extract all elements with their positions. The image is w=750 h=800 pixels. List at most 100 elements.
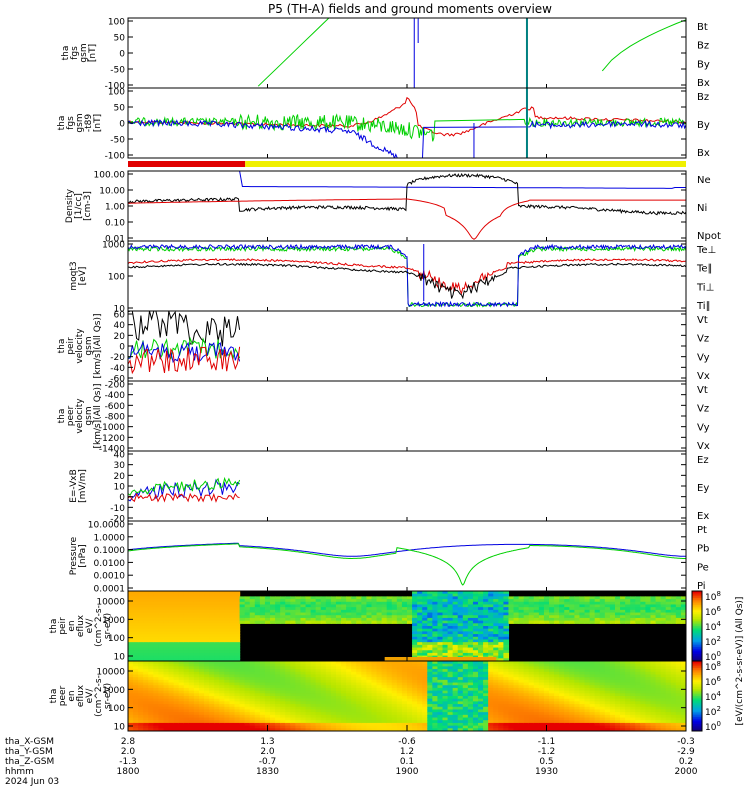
svg-text:fgs: fgs <box>70 46 80 60</box>
panel-fgs_dt-plot <box>128 88 686 158</box>
panel-pressure-plot <box>128 542 686 586</box>
legend-Vz: Vz <box>697 334 709 345</box>
ytick-label: 10.00 <box>99 187 125 197</box>
ytick-label: -100 <box>105 82 126 92</box>
svg-text:[nT]: [nT] <box>88 44 98 62</box>
ytick-label: 60 <box>114 311 126 321</box>
ytick-label: 1000 <box>102 241 125 251</box>
ephemeris-label: tha_X-GSM <box>5 737 54 747</box>
ytick-label: 100 <box>108 634 125 644</box>
legend-Vt: Vt <box>697 385 708 396</box>
panel-peir_vel-ylabel: tha peir velocity gsm [km/s](All Qs)] <box>57 313 103 378</box>
ephemeris-value: -2.9 <box>677 747 695 757</box>
panel-pressure-ylabel: Pressure [nPa] <box>69 536 88 575</box>
panel-peir_spec-ylabel: tha peir en eflux eV/(cm^2-s-sr-eV) <box>49 605 113 647</box>
svg-text:peir: peir <box>58 617 68 635</box>
ephemeris-value: -1.2 <box>538 747 556 757</box>
panel-peir_spec-plot <box>128 591 686 661</box>
legend-Bt: Bt <box>697 22 708 33</box>
svg-text:tha: tha <box>57 409 67 424</box>
series-Vt <box>128 311 241 347</box>
ephemeris-value: -0.6 <box>398 737 416 747</box>
series-Ez <box>128 492 240 503</box>
legend-Pb: Pb <box>697 544 709 555</box>
colorbar-label: [eV/(cm^2-s-sr-eV)] (All Qs)] <box>735 597 745 726</box>
svg-text:tha: tha <box>49 689 59 704</box>
svg-text:en: en <box>67 690 77 701</box>
legend-By: By <box>697 120 710 131</box>
xtick-label: 1830 <box>256 767 279 777</box>
ytick-label: -20 <box>110 353 125 363</box>
legend-Vy: Vy <box>697 422 710 433</box>
svg-text:gsm: gsm <box>79 43 89 62</box>
svg-text:tha: tha <box>57 116 67 131</box>
legend-Ti∥: Ti∥ <box>696 301 711 312</box>
colorbar-tick: 100 <box>705 720 721 733</box>
ytick-label: -50 <box>110 66 125 76</box>
ephemeris-value: 2.8 <box>121 737 136 747</box>
panel-peer_spec-plot <box>128 661 686 731</box>
series-By <box>128 113 686 142</box>
series-Te <box>128 257 686 296</box>
hhmm-label: hhmm <box>5 767 34 777</box>
svg-text:[eV]: [eV] <box>78 267 88 286</box>
ytick-label: 20 <box>114 332 126 342</box>
ytick-label: 1.00 <box>105 203 125 213</box>
ephemeris-label: tha_Y-GSM <box>5 747 53 757</box>
ytick-label: 0.0100 <box>94 559 126 569</box>
ephemeris-value: 2.0 <box>121 747 136 757</box>
ytick-label: 0.10 <box>105 219 125 229</box>
panel-pressure: 10.0000 1.0000 0.1000 0.0100 0.0010 0.0001 Pre… <box>69 520 709 595</box>
colorbar-tick: 106 <box>705 675 721 688</box>
colorbar-tick: 104 <box>705 690 721 703</box>
panel-density: 100.00 10.00 1.00 0.10 0.01 Density [1/cc] [cm-… <box>65 170 721 245</box>
legend-Vx: Vx <box>697 441 710 452</box>
legend-Pe: Pe <box>697 562 709 573</box>
svg-text:eV/: eV/ <box>85 688 95 704</box>
xtick-label: 1930 <box>535 767 558 777</box>
legend-Vx: Vx <box>697 371 710 382</box>
legend-Vz: Vz <box>697 404 709 415</box>
ytick-label: 10 <box>114 305 126 315</box>
panel-fgs-plot <box>257 18 686 88</box>
ytick-label: 0.1000 <box>94 546 126 556</box>
ytick-label: 1000 <box>102 616 125 626</box>
ytick-label: 1.0000 <box>94 533 126 543</box>
series-Bx <box>128 118 686 158</box>
svg-text:Density: Density <box>65 188 75 223</box>
legend-Pt: Pt <box>697 525 707 536</box>
series-Vx <box>128 340 241 363</box>
ephemeris-value: 0.5 <box>539 757 553 767</box>
legend-By: By <box>697 59 710 70</box>
svg-text:gsm: gsm <box>84 406 94 425</box>
series-Ey <box>128 476 241 496</box>
ephemeris-value: -1.3 <box>119 757 137 767</box>
ytick-label: -40 <box>110 364 125 374</box>
ytick-label: -20 <box>110 515 125 525</box>
ephemeris-value: 2.0 <box>260 747 275 757</box>
svg-text:gsm: gsm <box>84 336 94 355</box>
svg-text:[nPa]: [nPa] <box>78 544 88 567</box>
ytick-label: 0 <box>119 493 125 503</box>
status-bar <box>128 161 686 167</box>
legend-Vy: Vy <box>697 352 710 363</box>
legend-Bz: Bz <box>697 41 709 52</box>
svg-text:[mV/m]: [mV/m] <box>78 469 88 503</box>
legend-Te∥: Te∥ <box>696 264 713 275</box>
ephemeris-value: -0.3 <box>677 737 695 747</box>
svg-text:(cm^2-s-: (cm^2-s- <box>94 675 104 717</box>
colorbar-tick: 108 <box>705 660 721 673</box>
svg-text:Pressure: Pressure <box>69 536 79 575</box>
ytick-label: 50 <box>114 104 126 114</box>
panel-peer_spec-ylabel: tha peer en eflux eV/(cm^2-s-sr-eV) <box>49 675 113 717</box>
svg-text:peir: peir <box>66 337 76 355</box>
ytick-label: 100 <box>108 273 125 283</box>
ytick-label: 50 <box>114 34 126 44</box>
series-By <box>257 18 330 87</box>
ytick-label: -400 <box>105 391 126 401</box>
svg-text:sr-eV): sr-eV) <box>103 683 113 709</box>
ytick-label: 10 <box>114 653 126 663</box>
